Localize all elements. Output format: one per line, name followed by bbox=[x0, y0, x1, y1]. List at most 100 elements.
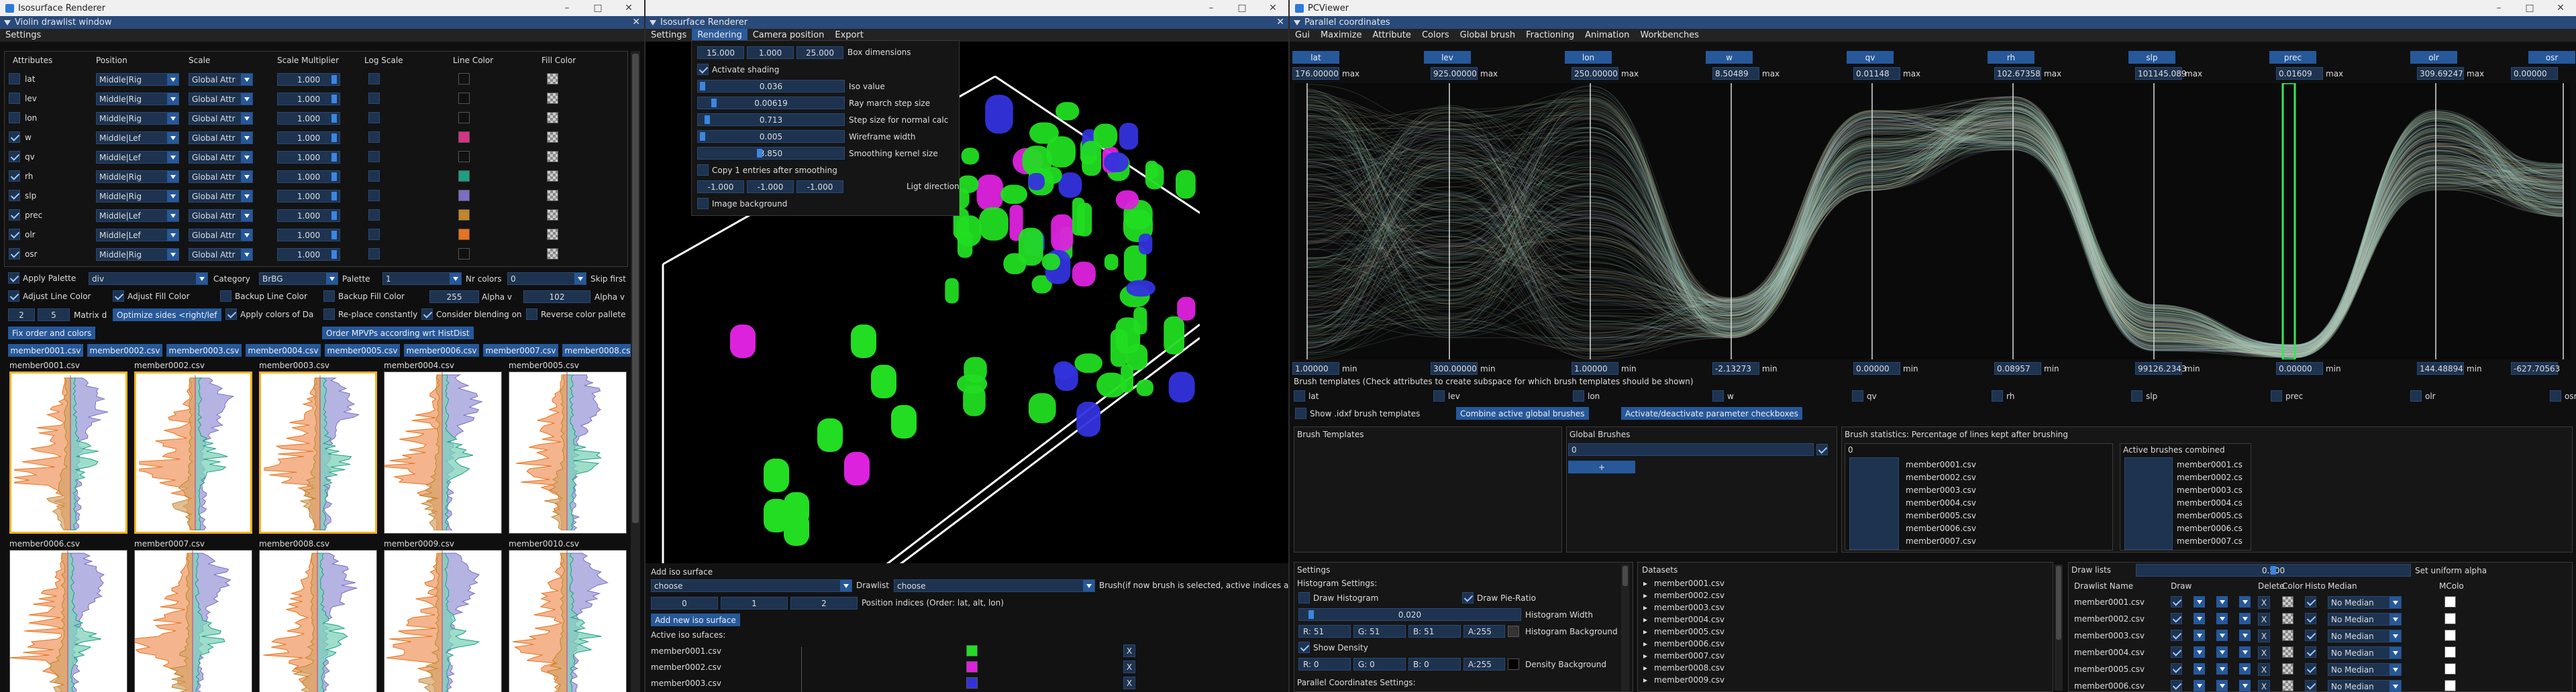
smoothing-slider[interactable]: 3.850 bbox=[697, 147, 845, 160]
drawlist-color-swatch[interactable] bbox=[2282, 646, 2294, 658]
axis-min-input[interactable]: 144.48894 bbox=[2417, 362, 2464, 375]
box-dim-y[interactable]: 1.000 bbox=[747, 46, 794, 59]
fill-color-swatch[interactable] bbox=[547, 170, 558, 182]
drawlist-histo-checkbox[interactable] bbox=[2305, 646, 2316, 658]
axis-button-rh[interactable]: rh bbox=[1988, 51, 2034, 64]
menu-camera-position[interactable]: Camera position bbox=[752, 30, 825, 40]
attribute-checkbox[interactable] bbox=[9, 209, 20, 221]
normal-step-slider[interactable]: 0.713 bbox=[697, 113, 845, 126]
axis-button-osr[interactable]: osr bbox=[2528, 51, 2575, 64]
fix-order-button[interactable]: Fix order and colors bbox=[8, 327, 96, 339]
template-axis-checkbox[interactable] bbox=[2550, 390, 2561, 402]
axis-min-input[interactable]: -627.70563 bbox=[2511, 362, 2560, 375]
expand-icon[interactable]: ▸ bbox=[1643, 615, 1648, 624]
log-scale-checkbox[interactable] bbox=[368, 229, 380, 240]
adjust-fill-checkbox[interactable] bbox=[113, 290, 124, 302]
scale-select[interactable]: Global Attr bbox=[189, 131, 253, 144]
expand-icon[interactable]: ▸ bbox=[1643, 579, 1648, 588]
global-brush-checkbox[interactable] bbox=[1816, 444, 1828, 455]
hist-bg-swatch[interactable] bbox=[1508, 626, 1519, 637]
iso-value-slider[interactable]: 0.036 bbox=[697, 80, 845, 93]
light-dir-y[interactable]: -1.000 bbox=[747, 180, 794, 193]
axis-max-input[interactable]: 0.00000 bbox=[2511, 67, 2558, 80]
line-color-swatch[interactable] bbox=[458, 151, 470, 162]
scale-select[interactable]: Global Attr bbox=[189, 229, 253, 241]
median-color-swatch[interactable] bbox=[2444, 596, 2456, 608]
position-select[interactable]: Middle|Lef bbox=[96, 131, 179, 144]
drawlist-tab[interactable]: member0002.csv bbox=[87, 344, 162, 357]
active-iso-color[interactable] bbox=[966, 677, 978, 689]
ray-step-slider[interactable]: 0.00619 bbox=[697, 97, 845, 109]
menu-settings[interactable]: Settings bbox=[651, 30, 687, 40]
menu-maximize[interactable]: Maximize bbox=[1320, 30, 1362, 40]
close-icon[interactable]: ✕ bbox=[2557, 3, 2565, 13]
expand-icon[interactable]: ▸ bbox=[1643, 651, 1648, 660]
fill-color-swatch[interactable] bbox=[547, 131, 558, 143]
median-select[interactable]: No Median bbox=[2328, 663, 2402, 676]
axis-button-lev[interactable]: lev bbox=[1424, 51, 1471, 64]
drawlist-color-swatch[interactable] bbox=[2282, 596, 2294, 608]
axis-button-qv[interactable]: qv bbox=[1847, 51, 1894, 64]
maximize-icon[interactable]: □ bbox=[2525, 3, 2534, 13]
attribute-checkbox[interactable] bbox=[9, 170, 20, 182]
violin-scrollbar[interactable] bbox=[631, 51, 640, 692]
median-color-swatch[interactable] bbox=[2444, 630, 2456, 641]
move-down-button[interactable] bbox=[2216, 596, 2228, 608]
density-bg-b[interactable]: B: 0 bbox=[1408, 658, 1461, 671]
activate-shading-checkbox[interactable] bbox=[697, 64, 709, 75]
box-dim-z[interactable]: 25.000 bbox=[796, 46, 843, 59]
violin-plot[interactable] bbox=[384, 371, 502, 534]
scale-multiplier[interactable]: 1.000 bbox=[277, 73, 340, 86]
drawlist-tab[interactable]: member0005.csv bbox=[325, 344, 400, 357]
uniform-alpha-slider[interactable]: 0.500 bbox=[2136, 564, 2411, 577]
scale-select[interactable]: Global Attr bbox=[189, 209, 253, 222]
position-select[interactable]: Middle|Rig bbox=[96, 170, 179, 183]
violin-plot[interactable] bbox=[384, 550, 502, 692]
violin-plot[interactable] bbox=[259, 371, 377, 534]
remove-iso-button[interactable]: X bbox=[1123, 644, 1135, 657]
template-axis-checkbox[interactable] bbox=[2271, 390, 2282, 402]
light-dir-x[interactable]: -1.000 bbox=[697, 180, 744, 193]
category-select[interactable]: BrBG bbox=[259, 272, 338, 285]
drawlist-draw-checkbox[interactable] bbox=[2171, 613, 2182, 624]
pos-index-1[interactable]: 1 bbox=[721, 597, 788, 610]
template-axis-checkbox[interactable] bbox=[2410, 390, 2422, 402]
menu-fractioning[interactable]: Fractioning bbox=[1526, 30, 1575, 40]
matrix-a[interactable]: 2 bbox=[8, 308, 35, 321]
replace-checkbox[interactable] bbox=[323, 308, 335, 320]
scale-multiplier[interactable]: 1.000 bbox=[277, 151, 340, 164]
dataset-item[interactable]: member0002.csv bbox=[1654, 591, 1724, 600]
axis-max-input[interactable]: 0.01148 bbox=[1853, 67, 1900, 80]
close-icon[interactable]: ✕ bbox=[1276, 17, 1284, 27]
position-select[interactable]: Middle|Rig bbox=[96, 93, 179, 105]
scale-multiplier[interactable]: 1.000 bbox=[277, 131, 340, 144]
minimize-icon[interactable]: – bbox=[2496, 3, 2502, 13]
reverse-palette-checkbox[interactable] bbox=[526, 308, 537, 320]
log-scale-checkbox[interactable] bbox=[368, 93, 380, 104]
active-iso-color[interactable] bbox=[966, 661, 978, 673]
maximize-icon[interactable]: □ bbox=[1237, 3, 1247, 13]
activate-params-button[interactable]: Activate/deactivate parameter checkboxes bbox=[1621, 407, 1802, 420]
order-mpvps-button[interactable]: Order MPVPs according wrt HistDist bbox=[322, 327, 474, 339]
drawlist-color-swatch[interactable] bbox=[2282, 680, 2294, 691]
axis-button-lat[interactable]: lat bbox=[1292, 51, 1339, 64]
collapse-icon[interactable] bbox=[1294, 19, 1300, 25]
pos-index-0[interactable]: 0 bbox=[651, 597, 718, 610]
show-density-checkbox[interactable] bbox=[1298, 642, 1310, 653]
drawlist-select[interactable]: choose bbox=[894, 579, 1095, 592]
drawlist-draw-checkbox[interactable] bbox=[2171, 646, 2182, 658]
scale-multiplier[interactable]: 1.000 bbox=[277, 209, 340, 222]
move-down-button[interactable] bbox=[2216, 680, 2228, 691]
violin-plot[interactable] bbox=[134, 371, 252, 534]
line-color-swatch[interactable] bbox=[458, 131, 470, 143]
dataset-item[interactable]: member0009.csv bbox=[1654, 675, 1724, 685]
combine-brushes-button[interactable]: Combine active global brushes bbox=[1456, 407, 1589, 420]
dataset-item[interactable]: member0001.csv bbox=[1654, 579, 1724, 588]
hist-bg-g[interactable]: G: 51 bbox=[1353, 625, 1406, 638]
template-axis-checkbox[interactable] bbox=[1573, 390, 1584, 402]
dataset-item[interactable]: member0005.csv bbox=[1654, 627, 1724, 636]
expand-icon[interactable]: ▸ bbox=[1643, 675, 1648, 685]
move-down-button[interactable] bbox=[2216, 646, 2228, 658]
expand-icon[interactable]: ▸ bbox=[1643, 663, 1648, 673]
density-bg-swatch[interactable] bbox=[1508, 658, 1519, 670]
